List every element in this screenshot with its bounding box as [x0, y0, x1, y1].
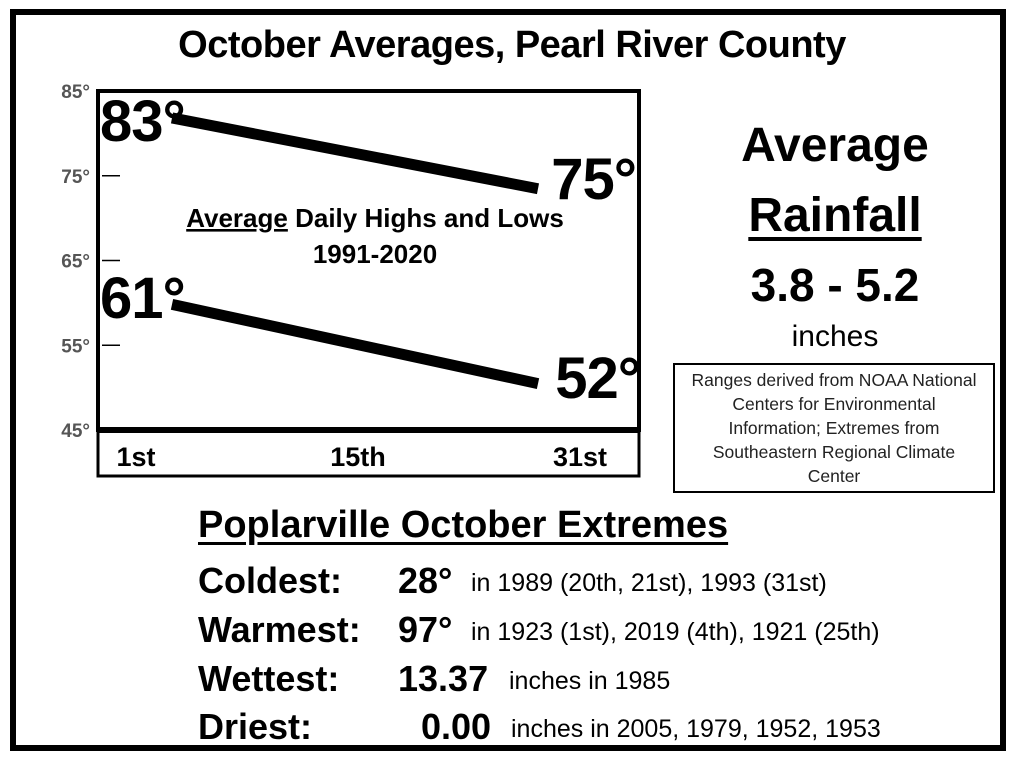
- extreme-detail: inches in 1985: [509, 667, 671, 695]
- y-tick-label: 45°: [61, 421, 90, 442]
- source-note-text: Ranges derived from NOAA National Center…: [691, 370, 977, 486]
- extreme-value: 0.00: [421, 706, 492, 747]
- extreme-detail: in 1923 (1st), 2019 (4th), 1921 (25th): [471, 618, 880, 646]
- rainfall-units: inches: [791, 320, 879, 353]
- extreme-value: 13.37: [398, 658, 489, 699]
- page-title: October Averages, Pearl River County: [178, 24, 846, 66]
- x-axis: 1st 15th 31st: [116, 442, 607, 472]
- x-tick-label: 15th: [330, 442, 386, 472]
- y-tick-label: 75°: [61, 167, 90, 188]
- data-label: 61°: [100, 266, 185, 331]
- data-label: 83°: [100, 89, 185, 154]
- extreme-label: Driest:: [198, 706, 313, 747]
- source-note: Ranges derived from NOAA National Center…: [673, 363, 995, 493]
- extremes-title: Poplarville October Extremes: [198, 504, 729, 546]
- series-group: 83° 75° 61° 52°: [100, 89, 641, 411]
- chart-subtitle: 1991-2020: [313, 239, 437, 269]
- chart-title-underlined: Average: [186, 203, 288, 233]
- rainfall-heading-line1: Average: [741, 119, 929, 172]
- extreme-label: Wettest:: [198, 658, 340, 699]
- y-tick-label: 55°: [61, 336, 90, 357]
- chart-title: Average Daily Highs and Lows: [186, 203, 564, 233]
- data-label: 75°: [551, 147, 636, 212]
- y-tick-label: 85°: [61, 82, 90, 103]
- chart-title-rest: Daily Highs and Lows: [288, 203, 564, 233]
- series-line: [170, 299, 540, 390]
- rainfall-heading-line2: Rainfall: [680, 192, 990, 240]
- extreme-detail: inches in 2005, 1979, 1952, 1953: [511, 715, 881, 743]
- extreme-value: 97°: [398, 609, 453, 650]
- y-tick-label: 65°: [61, 252, 90, 273]
- extreme-value: 28°: [398, 560, 453, 601]
- series-line: [170, 112, 540, 195]
- y-axis: 85° 75° 65° 55° 45°: [61, 82, 120, 442]
- x-tick-label: 1st: [116, 442, 155, 472]
- rainfall-value: 3.8 - 5.2: [750, 259, 920, 311]
- extreme-label: Warmest:: [198, 609, 361, 650]
- x-tick-label: 31st: [553, 442, 607, 472]
- extreme-label: Coldest:: [198, 560, 342, 601]
- extreme-detail: in 1989 (20th, 21st), 1993 (31st): [471, 569, 827, 597]
- poster-frame: [10, 9, 1006, 751]
- data-label: 52°: [555, 346, 640, 411]
- rainfall-heading-underlined: Rainfall: [748, 189, 922, 242]
